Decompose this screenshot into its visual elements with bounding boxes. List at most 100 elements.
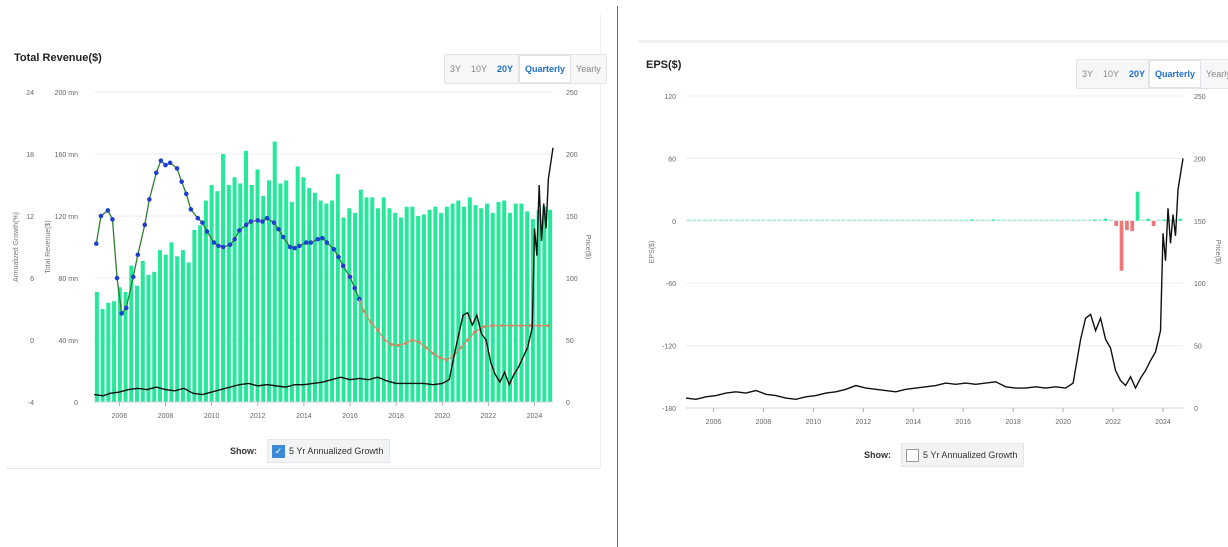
eps-bar: [927, 219, 932, 221]
eps-bar: [911, 219, 915, 221]
panel-divider: [617, 6, 618, 547]
revenue-bar: [284, 180, 289, 402]
eps-tick-label: -120: [662, 344, 676, 351]
revenue-bar: [289, 202, 294, 402]
revenue-bar: [129, 265, 134, 402]
revenue-bar: [238, 183, 243, 402]
price-line: [93, 147, 554, 397]
revenue-bar: [266, 180, 272, 402]
growth-tail-marker: [424, 346, 428, 350]
right-show-row: Show: 5 Yr Annualized Growth: [864, 443, 1025, 467]
eps-bar: [1162, 219, 1167, 221]
revenue-bar: [421, 214, 426, 402]
growth-tail-marker: [482, 325, 486, 329]
eps-bar: [777, 219, 782, 221]
revenue-bar: [502, 200, 507, 402]
left-range-10y-button[interactable]: 10Y: [471, 64, 488, 74]
x-tick-label: 2008: [158, 413, 174, 420]
eps-bar: [1055, 219, 1060, 221]
eps-bar: [986, 219, 990, 221]
revenue-bar: [117, 287, 122, 402]
growth-tail-marker: [383, 338, 387, 342]
revenue-bar: [519, 203, 524, 402]
eps-bar: [1066, 219, 1070, 221]
eps-bar: [761, 219, 766, 221]
growth-tail-marker: [438, 356, 442, 360]
eps-tick-label: 120: [664, 94, 676, 101]
growth-tick-label: 24: [26, 90, 34, 97]
x-tick-label: 2008: [756, 419, 772, 426]
revenue-bar: [358, 189, 363, 402]
price-tick-label: 50: [1194, 344, 1202, 351]
x-tick-label: 2006: [706, 419, 722, 426]
growth-tail-marker: [431, 351, 435, 355]
revenue-bar: [444, 206, 449, 402]
revenue-bar: [525, 211, 530, 402]
revenue-bar: [473, 205, 478, 402]
right-range-20y-button[interactable]: 20Y: [1129, 69, 1146, 79]
growth-marker: [308, 240, 314, 245]
revenue-bar: [479, 208, 484, 402]
growth-marker: [292, 245, 297, 251]
revenue-bar: [490, 212, 495, 402]
checkbox-unchecked-icon: [906, 448, 919, 462]
right-growth-checkbox[interactable]: 5 Yr Annualized Growth: [901, 443, 1025, 467]
x-tick-label: 2016: [955, 419, 971, 426]
growth-marker: [167, 160, 173, 166]
eps-bar: [1125, 220, 1129, 231]
revenue-bar: [175, 256, 180, 402]
revenue-bar: [152, 271, 157, 402]
right-range-3y-button[interactable]: 3Y: [1082, 69, 1094, 79]
eps-bar: [1108, 219, 1113, 221]
growth-marker: [352, 285, 357, 291]
revenue-bar: [209, 185, 214, 402]
price-tick-label: 0: [566, 400, 570, 407]
eps-bar: [1167, 219, 1172, 221]
revenue-bar: [221, 154, 226, 402]
growth-marker: [248, 219, 254, 224]
revenue-bar: [456, 200, 461, 402]
revenue-bar: [335, 174, 340, 402]
x-tick-label: 2022: [1105, 419, 1121, 426]
eps-bar: [980, 219, 985, 221]
revenue-bar: [427, 209, 432, 402]
eps-bar: [1173, 219, 1177, 221]
eps-bar: [996, 219, 1001, 221]
left-period-yearly-button[interactable]: Yearly: [576, 64, 601, 74]
revenue-bar: [186, 262, 191, 402]
eps-bar: [1076, 219, 1081, 221]
eps-bar: [868, 219, 873, 221]
left-range-3y-button[interactable]: 3Y: [450, 64, 462, 74]
growth-marker: [110, 217, 115, 222]
price-tick-label: 50: [566, 338, 574, 345]
growth-tail-marker: [410, 338, 414, 342]
right-range-10y-button[interactable]: 10Y: [1103, 69, 1120, 79]
eps-bar: [863, 219, 867, 221]
revenue-bar: [467, 197, 472, 402]
left-range-20y-button[interactable]: 20Y: [497, 64, 514, 74]
growth-marker: [232, 236, 237, 242]
revenue-bar: [272, 141, 277, 402]
x-tick-label: 2020: [434, 413, 450, 420]
growth-marker: [94, 241, 99, 246]
growth-marker: [276, 226, 281, 232]
revenue-bar: [381, 197, 386, 402]
left-period-quarterly-button[interactable]: Quarterly: [519, 55, 572, 83]
revenue-bar: [507, 212, 512, 402]
eps-bar: [793, 219, 798, 221]
price-tick-label: 150: [566, 214, 578, 221]
eps-bar: [948, 219, 953, 221]
left-growth-checkbox[interactable]: ✓ 5 Yr Annualized Growth: [267, 439, 391, 463]
eps-bar: [702, 219, 707, 221]
growth-marker: [227, 242, 233, 248]
x-tick-label: 2016: [342, 413, 358, 420]
growth-marker: [142, 222, 148, 228]
right-period-quarterly-button[interactable]: Quarterly: [1149, 60, 1202, 88]
revenue-bar: [307, 188, 312, 402]
revenue-bar: [347, 208, 352, 402]
growth-marker: [237, 228, 242, 233]
x-tick-label: 2024: [1155, 419, 1171, 426]
right-period-yearly-button[interactable]: Yearly: [1206, 69, 1228, 79]
x-tick-label: 2020: [1055, 419, 1071, 426]
growth-marker: [105, 208, 111, 213]
